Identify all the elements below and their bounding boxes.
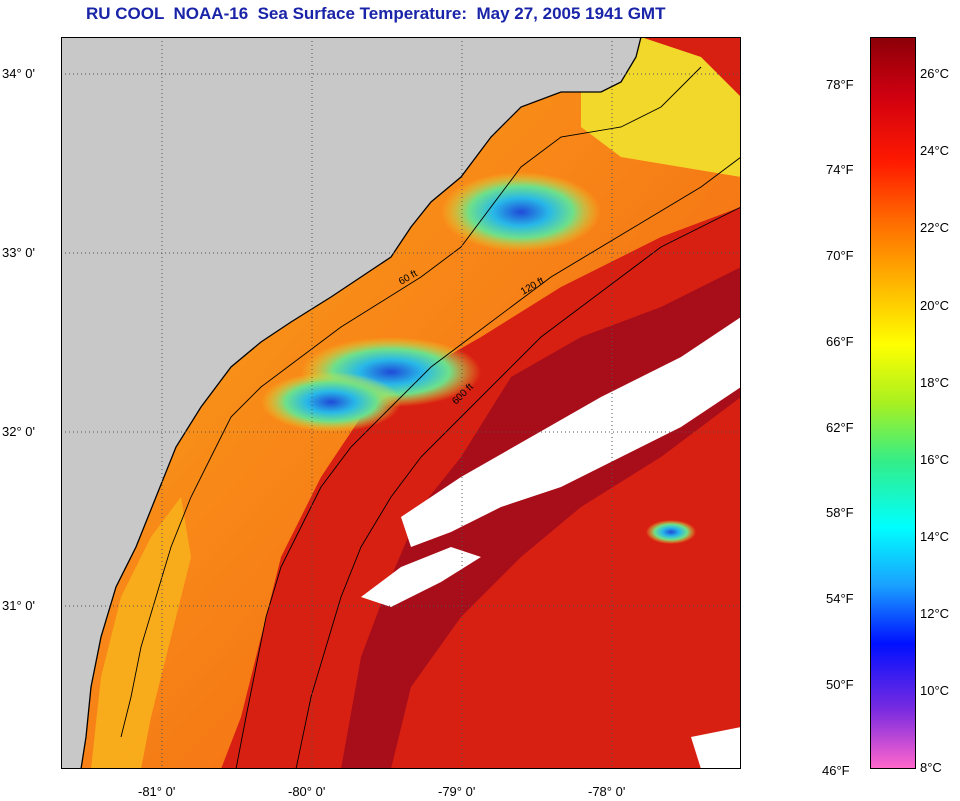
- cloud-patch-southeast: [691, 727, 741, 769]
- isobath-60ft: [120, 66, 702, 738]
- cb-c-26: 26°C: [920, 66, 950, 81]
- cb-f-54: 54°F: [826, 591, 854, 606]
- cloud-mass-main: [401, 317, 741, 547]
- isobath-120ft: [235, 156, 741, 769]
- lat-label-34: 34° 0': [2, 66, 35, 81]
- cb-f-66: 66°F: [826, 334, 854, 349]
- cb-f-78: 78°F: [826, 77, 854, 92]
- cb-c-8: 8°C: [920, 760, 942, 775]
- cb-f-62: 62°F: [826, 420, 854, 435]
- sst-map: 60 ft 120 ft 600 ft: [61, 37, 741, 769]
- map-border: [61, 37, 741, 769]
- cb-c-16: 16°C: [920, 452, 950, 467]
- lat-label-31: 31° 0': [2, 598, 35, 613]
- lon-label-79: -79° 0': [438, 784, 476, 799]
- cb-c-12: 12°C: [920, 606, 950, 621]
- cb-c-18: 18°C: [920, 375, 950, 390]
- map-title: RU COOL NOAA-16 Sea Surface Temperature:…: [86, 4, 666, 23]
- isobath-600ft: [295, 206, 741, 769]
- temperature-colorbar: [870, 37, 916, 769]
- cold-patch-south: [261, 372, 401, 432]
- lon-label-80: -80° 0': [288, 784, 326, 799]
- lon-label-78: -78° 0': [588, 784, 626, 799]
- cb-c-20: 20°C: [920, 298, 950, 313]
- lat-label-33: 33° 0': [2, 245, 35, 260]
- cb-f-58: 58°F: [826, 505, 854, 520]
- cb-c-22: 22°C: [920, 220, 950, 235]
- graticule: [61, 37, 741, 769]
- land-mass: [61, 37, 641, 769]
- cb-c-10: 10°C: [920, 683, 950, 698]
- cb-f-74: 74°F: [826, 162, 854, 177]
- cb-f-70: 70°F: [826, 248, 854, 263]
- cold-patch-north: [441, 172, 601, 252]
- cb-f-50: 50°F: [826, 677, 854, 692]
- cold-patch-east: [646, 520, 696, 544]
- cb-c-24: 24°C: [920, 143, 950, 158]
- cloud-streak-south: [361, 547, 481, 607]
- cb-c-14: 14°C: [920, 529, 950, 544]
- cb-f-46: 46°F: [822, 763, 850, 778]
- lon-label-81: -81° 0': [138, 784, 176, 799]
- coastline: [80, 37, 642, 769]
- lat-label-32: 32° 0': [2, 424, 35, 439]
